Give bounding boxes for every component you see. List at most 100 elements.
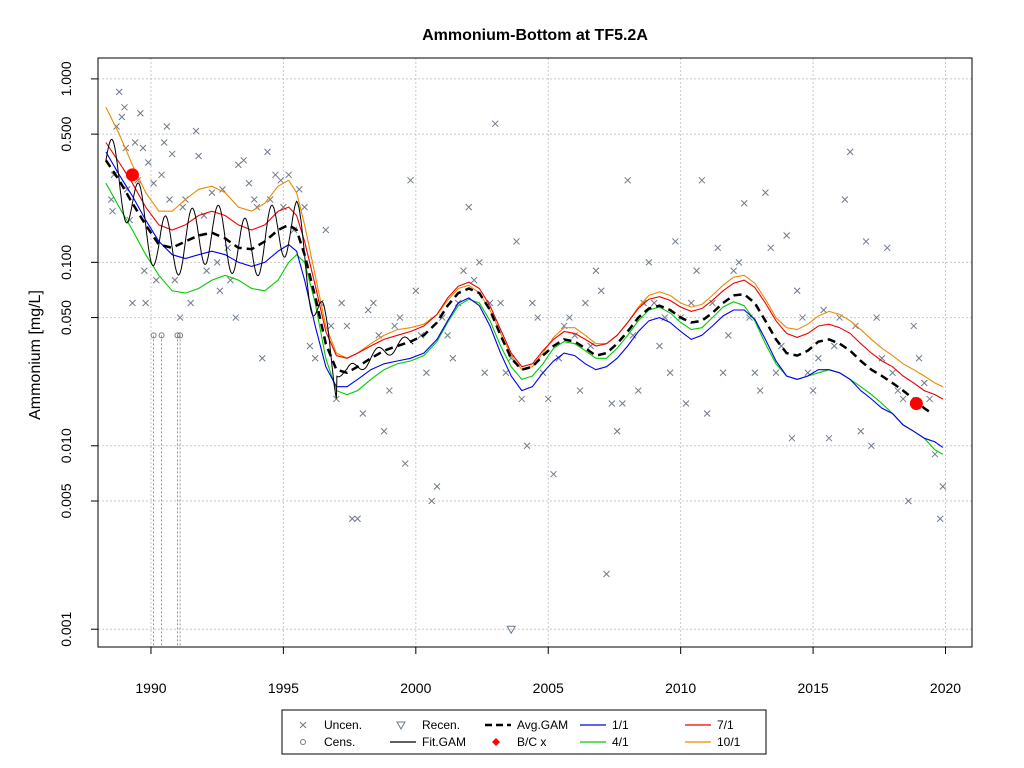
y-tick-label: 0.050 [58,300,74,335]
line-avg-gam [104,159,933,415]
uncensored-point [192,127,200,135]
y-tick-label: 1.000 [58,61,74,96]
uncensored-point [306,342,314,350]
uncensored-point [417,331,425,339]
line-7-1 [105,142,944,400]
uncensored-point [523,442,531,450]
uncensored-point [359,410,367,417]
uncensored-point [322,226,330,234]
legend-symbol-triangle-down-icon [396,721,406,731]
uncensored-point [815,354,822,362]
uncensored-point [280,203,287,211]
uncensored-point [756,387,764,394]
uncensored-point [118,113,126,121]
uncensored-point [391,322,398,330]
uncensored-point [910,322,918,330]
uncensored-point [354,515,361,523]
uncensored-point [518,395,526,403]
censored-point [177,332,184,339]
uncensored-point [528,299,536,307]
x-icon [299,721,307,729]
uncensored-point [613,427,621,435]
legend-label: Avg.GAM [517,718,568,732]
uncensored-point [285,171,293,179]
uncensored-point [862,238,870,245]
legend-label: B/C x [517,735,546,749]
x-tick-label: 2000 [400,680,431,696]
uncensored-point [581,299,589,307]
uncensored-point [219,185,226,193]
censored-point [150,332,157,339]
uncensored-point [719,369,727,377]
uncensored-point [240,156,248,164]
uncensored-point [343,322,351,330]
uncensored-point [751,369,759,377]
legend-label: Uncen. [324,718,362,732]
uncensored-point [650,299,658,307]
uncensored-point [889,369,896,377]
uncensored-point [338,299,346,307]
line-10-1 [105,107,944,388]
legend-symbol-x-icon [299,721,307,729]
uncensored-point [179,203,187,211]
uncensored-point [235,161,242,169]
uncensored-point [634,387,642,394]
uncensored-point [166,196,173,203]
uncensored-point [470,276,478,284]
uncensored-point [931,450,939,458]
uncensored-point [311,354,319,362]
uncensored-point [364,306,372,314]
uncensored-point [428,497,436,505]
uncensored-point [109,207,116,215]
legend-label: Cens. [324,735,355,749]
uncensored-point [656,342,663,350]
uncensored-point [603,570,610,578]
uncensored-point [645,258,653,266]
uncensored-point [412,287,420,295]
uncensored-point [672,238,679,245]
uncensored-point [772,369,780,377]
legend-symbol-diamond-icon [492,738,500,746]
uncensored-point [883,244,891,252]
uncensored-point [767,244,775,252]
uncensored-point [129,299,136,307]
uncensored-point [534,314,542,321]
uncensored-point [139,144,147,152]
uncensored-point [476,258,483,266]
uncensored-point [873,314,881,321]
uncensored-point [195,152,202,160]
uncensored-point [327,322,335,330]
uncensored-point [115,88,123,96]
series-lines [104,107,944,455]
y-tick-label: 0.500 [58,116,74,151]
y-axis-label: Ammonium [mg/L] [27,290,44,420]
legend: Uncen. Cens. Recen. Fit.GAM Avg.GAM B/C x 1/1 4… [281,709,767,755]
uncensored-point [121,103,128,111]
uncensored-point [846,148,854,156]
x-tick-label: 2015 [798,680,829,696]
y-tick-label: 0.100 [58,245,74,280]
uncensored-point [740,199,748,207]
legend-label: Recen. [422,718,460,732]
y-tick-label: 0.010 [58,428,74,463]
uncensored-point [348,515,356,523]
chart-title: Ammonium-Bottom at TF5.2A [422,27,648,44]
uncensored-point [592,267,600,275]
uncensored-point [629,331,637,339]
uncensored-point [809,387,817,394]
uncensored-point [144,159,152,166]
censored-point [158,332,165,339]
uncensored-point [491,120,499,128]
uncensored-point [465,203,473,211]
diamond-icon [492,738,500,746]
legend-label: 1/1 [612,718,629,732]
legend-label: Fit.GAM [422,735,466,749]
uncensored-point [905,497,912,505]
uncensored-point [140,267,148,275]
uncensored-point [250,196,258,203]
line-4-1 [105,182,944,455]
uncensored-point [735,258,743,266]
legend-box [281,709,767,755]
uncensored-point [423,369,430,377]
uncensored-point [698,176,706,184]
